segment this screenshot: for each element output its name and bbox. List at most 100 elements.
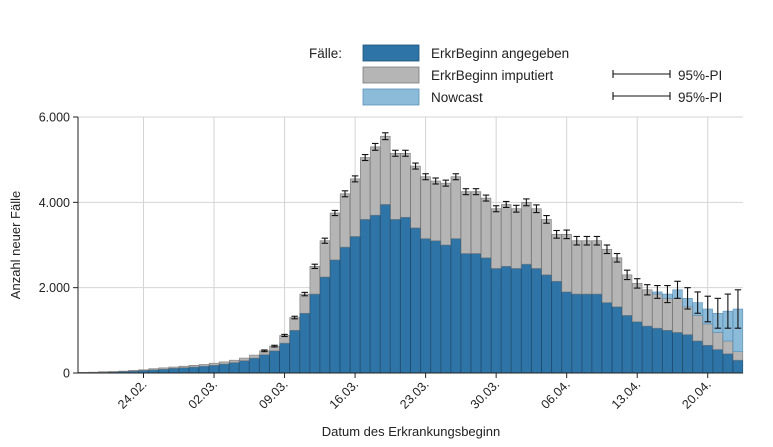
bar-imputed	[168, 366, 179, 369]
bar-imputed	[229, 359, 240, 363]
error-bar	[402, 149, 409, 157]
bar-imputed	[218, 361, 230, 365]
bar-reported	[309, 293, 320, 374]
bar-reported	[410, 227, 421, 374]
bar-imputed	[561, 234, 572, 293]
bar-imputed	[289, 317, 300, 331]
bar-imputed	[531, 208, 542, 269]
error-bar	[674, 280, 681, 299]
legend-swatch-reported	[362, 44, 420, 62]
error-bar	[452, 173, 460, 181]
bar-imputed	[732, 351, 744, 361]
bar-reported	[370, 214, 381, 374]
bar-imputed	[551, 234, 562, 282]
bar-imputed	[138, 369, 149, 371]
bar-imputed	[722, 340, 734, 355]
x-tick-label: 23.03.	[397, 377, 431, 411]
error-bar	[281, 333, 288, 338]
bar-reported	[632, 321, 643, 374]
legend-label-pi-1: 95%-PI	[678, 68, 722, 83]
bar-imputed	[460, 191, 472, 254]
bar-reported	[349, 236, 361, 374]
error-bar	[301, 291, 308, 297]
y-tick-label: 4.000	[39, 196, 70, 210]
bar-imputed	[511, 208, 522, 269]
bar-imputed	[611, 257, 623, 308]
bar-imputed	[601, 248, 613, 303]
bar-reported	[249, 357, 260, 374]
legend: Fälle: ErkrBeginn angegeben ErkrBeginn i…	[309, 44, 722, 106]
error-bar	[482, 194, 490, 202]
bar-imputed	[208, 362, 220, 366]
bar-reported	[702, 344, 713, 374]
bar-reported	[601, 302, 613, 374]
bar-reported	[198, 365, 210, 374]
error-bar	[321, 237, 329, 244]
x-tick-label: 06.04.	[538, 377, 572, 411]
error-bar	[392, 149, 399, 157]
bar-imputed	[148, 368, 159, 371]
bar-imputed	[349, 178, 361, 237]
bar-imputed	[380, 135, 391, 205]
bar-reported	[208, 365, 220, 374]
bar-reported	[450, 238, 461, 374]
y-tick-label: 6.000	[39, 111, 70, 125]
error-bar	[372, 142, 379, 151]
bar-imputed	[370, 146, 381, 216]
bar-reported	[521, 263, 532, 374]
bar-imputed	[430, 180, 441, 242]
legend-pi-marker-1	[612, 70, 671, 78]
error-bar	[351, 175, 359, 183]
error-bar	[593, 235, 601, 246]
error-bar	[412, 162, 419, 170]
bars	[77, 135, 744, 374]
error-bar	[633, 278, 641, 289]
bar-reported	[531, 268, 542, 374]
error-bar	[644, 284, 651, 296]
error-bar	[462, 188, 470, 196]
bar-imputed	[329, 212, 341, 261]
bar-reported	[329, 259, 341, 374]
bar-reported	[229, 362, 240, 374]
error-bar	[432, 177, 439, 185]
y-tick-label: 0	[63, 367, 70, 381]
bar-reported	[390, 219, 401, 374]
legend-swatch-nowcast	[362, 88, 420, 106]
bar-imputed	[541, 219, 552, 276]
bar-imputed	[198, 364, 210, 367]
bar-imputed	[299, 293, 310, 314]
bar-reported	[188, 366, 199, 374]
bar-reported	[732, 359, 744, 374]
bar-imputed	[652, 293, 663, 329]
bar-reported	[420, 238, 431, 374]
error-bar	[623, 269, 631, 281]
bar-reported	[491, 268, 502, 374]
bar-reported	[218, 363, 230, 374]
bar-reported	[511, 268, 522, 374]
error-bar	[311, 263, 319, 270]
error-bar	[553, 229, 560, 239]
bar-reported	[299, 312, 310, 374]
legend-title: Fälle:	[309, 46, 342, 61]
bar-reported	[460, 253, 472, 374]
bar-reported	[712, 349, 723, 374]
error-bar	[331, 209, 339, 217]
error-bar	[603, 244, 611, 255]
bar-reported	[591, 293, 603, 374]
error-bar	[724, 293, 732, 329]
bar-imputed	[128, 370, 139, 372]
bar-reported	[571, 293, 582, 374]
bar-reported	[692, 340, 703, 374]
bar-reported	[289, 330, 300, 374]
legend-label-nowcast: Nowcast	[431, 90, 483, 105]
bar-imputed	[390, 152, 401, 220]
bar-reported	[652, 327, 663, 374]
bar-reported	[621, 315, 633, 374]
x-axis-title: Datum des Erkrankungsbeginn	[322, 424, 501, 439]
error-bar	[714, 297, 722, 329]
x-tick-label: 20.04.	[679, 377, 713, 411]
error-bar	[291, 315, 298, 320]
bar-imputed	[581, 240, 592, 295]
bar-reported	[611, 306, 623, 374]
